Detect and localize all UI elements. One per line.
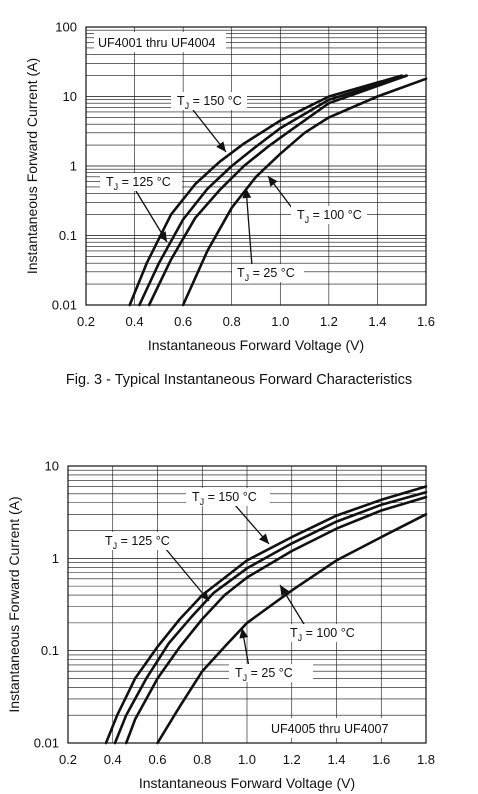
label-arrow-line <box>164 547 210 602</box>
chart-1: 0.2 0.4 0.6 0.8 1.0 1.2 1.4 1.6 0.01 0.1 1 10 100 Ins… <box>24 20 435 354</box>
series-label: TJ = 150 °C <box>192 490 257 507</box>
series-label-bg <box>171 92 247 110</box>
x-tick-label: 0.4 <box>104 752 122 767</box>
series-label-bg <box>229 664 313 682</box>
x-tick-label: 1.4 <box>327 752 345 767</box>
y-tick-label: 1 <box>70 159 77 174</box>
arrowhead <box>216 141 226 152</box>
x-tick-label: 1.2 <box>283 752 301 767</box>
y-tick-label: 10 <box>63 89 77 104</box>
x-tick-label: 1.6 <box>372 752 390 767</box>
y-tick-label: 100 <box>55 20 77 35</box>
plot-frame <box>85 26 427 306</box>
series-label-bg <box>100 173 182 191</box>
series-line-3 <box>147 74 408 307</box>
x-tick-label: 1.4 <box>368 314 386 329</box>
series-label-bg <box>291 206 367 224</box>
device-range-annotation: UF4001 thru UF4004 <box>98 36 215 50</box>
y-tick-label: 10 <box>45 459 59 474</box>
series-line-1 <box>128 74 403 307</box>
arrowhead <box>259 533 269 544</box>
y-tick-label: 0.1 <box>41 643 59 658</box>
series-line-2 <box>113 490 428 745</box>
annotation-bg <box>268 718 410 738</box>
x-axis-label: Instantaneous Forward Voltage (V) <box>139 775 355 791</box>
series-label: TJ = 150 °C <box>177 94 242 111</box>
x-axis-label: Instantaneous Forward Voltage (V) <box>148 337 364 353</box>
annotation-bg <box>94 32 226 52</box>
y-tick-label: 0.1 <box>59 228 77 243</box>
x-tick-label: 0.4 <box>126 314 144 329</box>
chart-2: 0.2 0.4 0.6 0.8 1.0 1.2 1.4 1.6 1.8 0.01 0.1 1 10 Ins… <box>6 459 435 792</box>
x-tick-label: 1.6 <box>417 314 435 329</box>
arrowhead <box>242 188 252 199</box>
x-tick-label: 0.8 <box>223 314 241 329</box>
arrowhead <box>199 590 209 601</box>
x-tick-label: 0.2 <box>77 314 95 329</box>
series-label: TJ = 125 °C <box>105 534 170 551</box>
series-label-bg <box>285 624 365 642</box>
y-axis-label: Instantaneous Forward Current (A) <box>24 58 40 274</box>
series-line-1 <box>104 485 428 745</box>
series-label: TJ = 125 °C <box>106 175 171 192</box>
x-tick-label: 1.2 <box>320 314 338 329</box>
arrowhead <box>157 231 167 242</box>
label-arrow-line <box>245 187 253 267</box>
series-label: TJ = 100 °C <box>297 208 362 225</box>
y-tick-label: 1 <box>52 551 59 566</box>
grid-lines <box>85 26 427 306</box>
arrowhead <box>280 585 290 596</box>
series-line-4 <box>156 513 428 745</box>
plot-frame <box>67 465 427 744</box>
series-line-4 <box>181 77 428 307</box>
arrowhead <box>239 628 249 639</box>
device-range-annotation: UF4005 thru UF4007 <box>271 722 388 736</box>
series-line-3 <box>124 495 428 745</box>
series-label: TJ = 25 °C <box>235 666 293 683</box>
series-label: TJ = 25 °C <box>237 266 295 283</box>
x-tick-label: 0.8 <box>193 752 211 767</box>
x-tick-label: 0.2 <box>59 752 77 767</box>
series-line-2 <box>138 74 408 307</box>
y-axis-label: Instantaneous Forward Current (A) <box>6 496 22 712</box>
series-label-bg <box>232 264 304 282</box>
series-label: TJ = 100 °C <box>290 626 355 643</box>
arrowhead <box>268 176 278 187</box>
x-tick-label: 1.8 <box>417 752 435 767</box>
figure-caption: Fig. 3 - Typical Instantaneous Forward C… <box>65 372 413 388</box>
series-label-bg <box>99 532 183 550</box>
y-tick-label: 0.01 <box>34 736 59 751</box>
x-tick-label: 0.6 <box>174 314 192 329</box>
series-label-bg <box>186 488 270 506</box>
y-tick-label: 0.01 <box>52 298 77 313</box>
x-tick-label: 1.0 <box>271 314 289 329</box>
x-tick-label: 0.6 <box>148 752 166 767</box>
x-tick-label: 1.0 <box>238 752 256 767</box>
